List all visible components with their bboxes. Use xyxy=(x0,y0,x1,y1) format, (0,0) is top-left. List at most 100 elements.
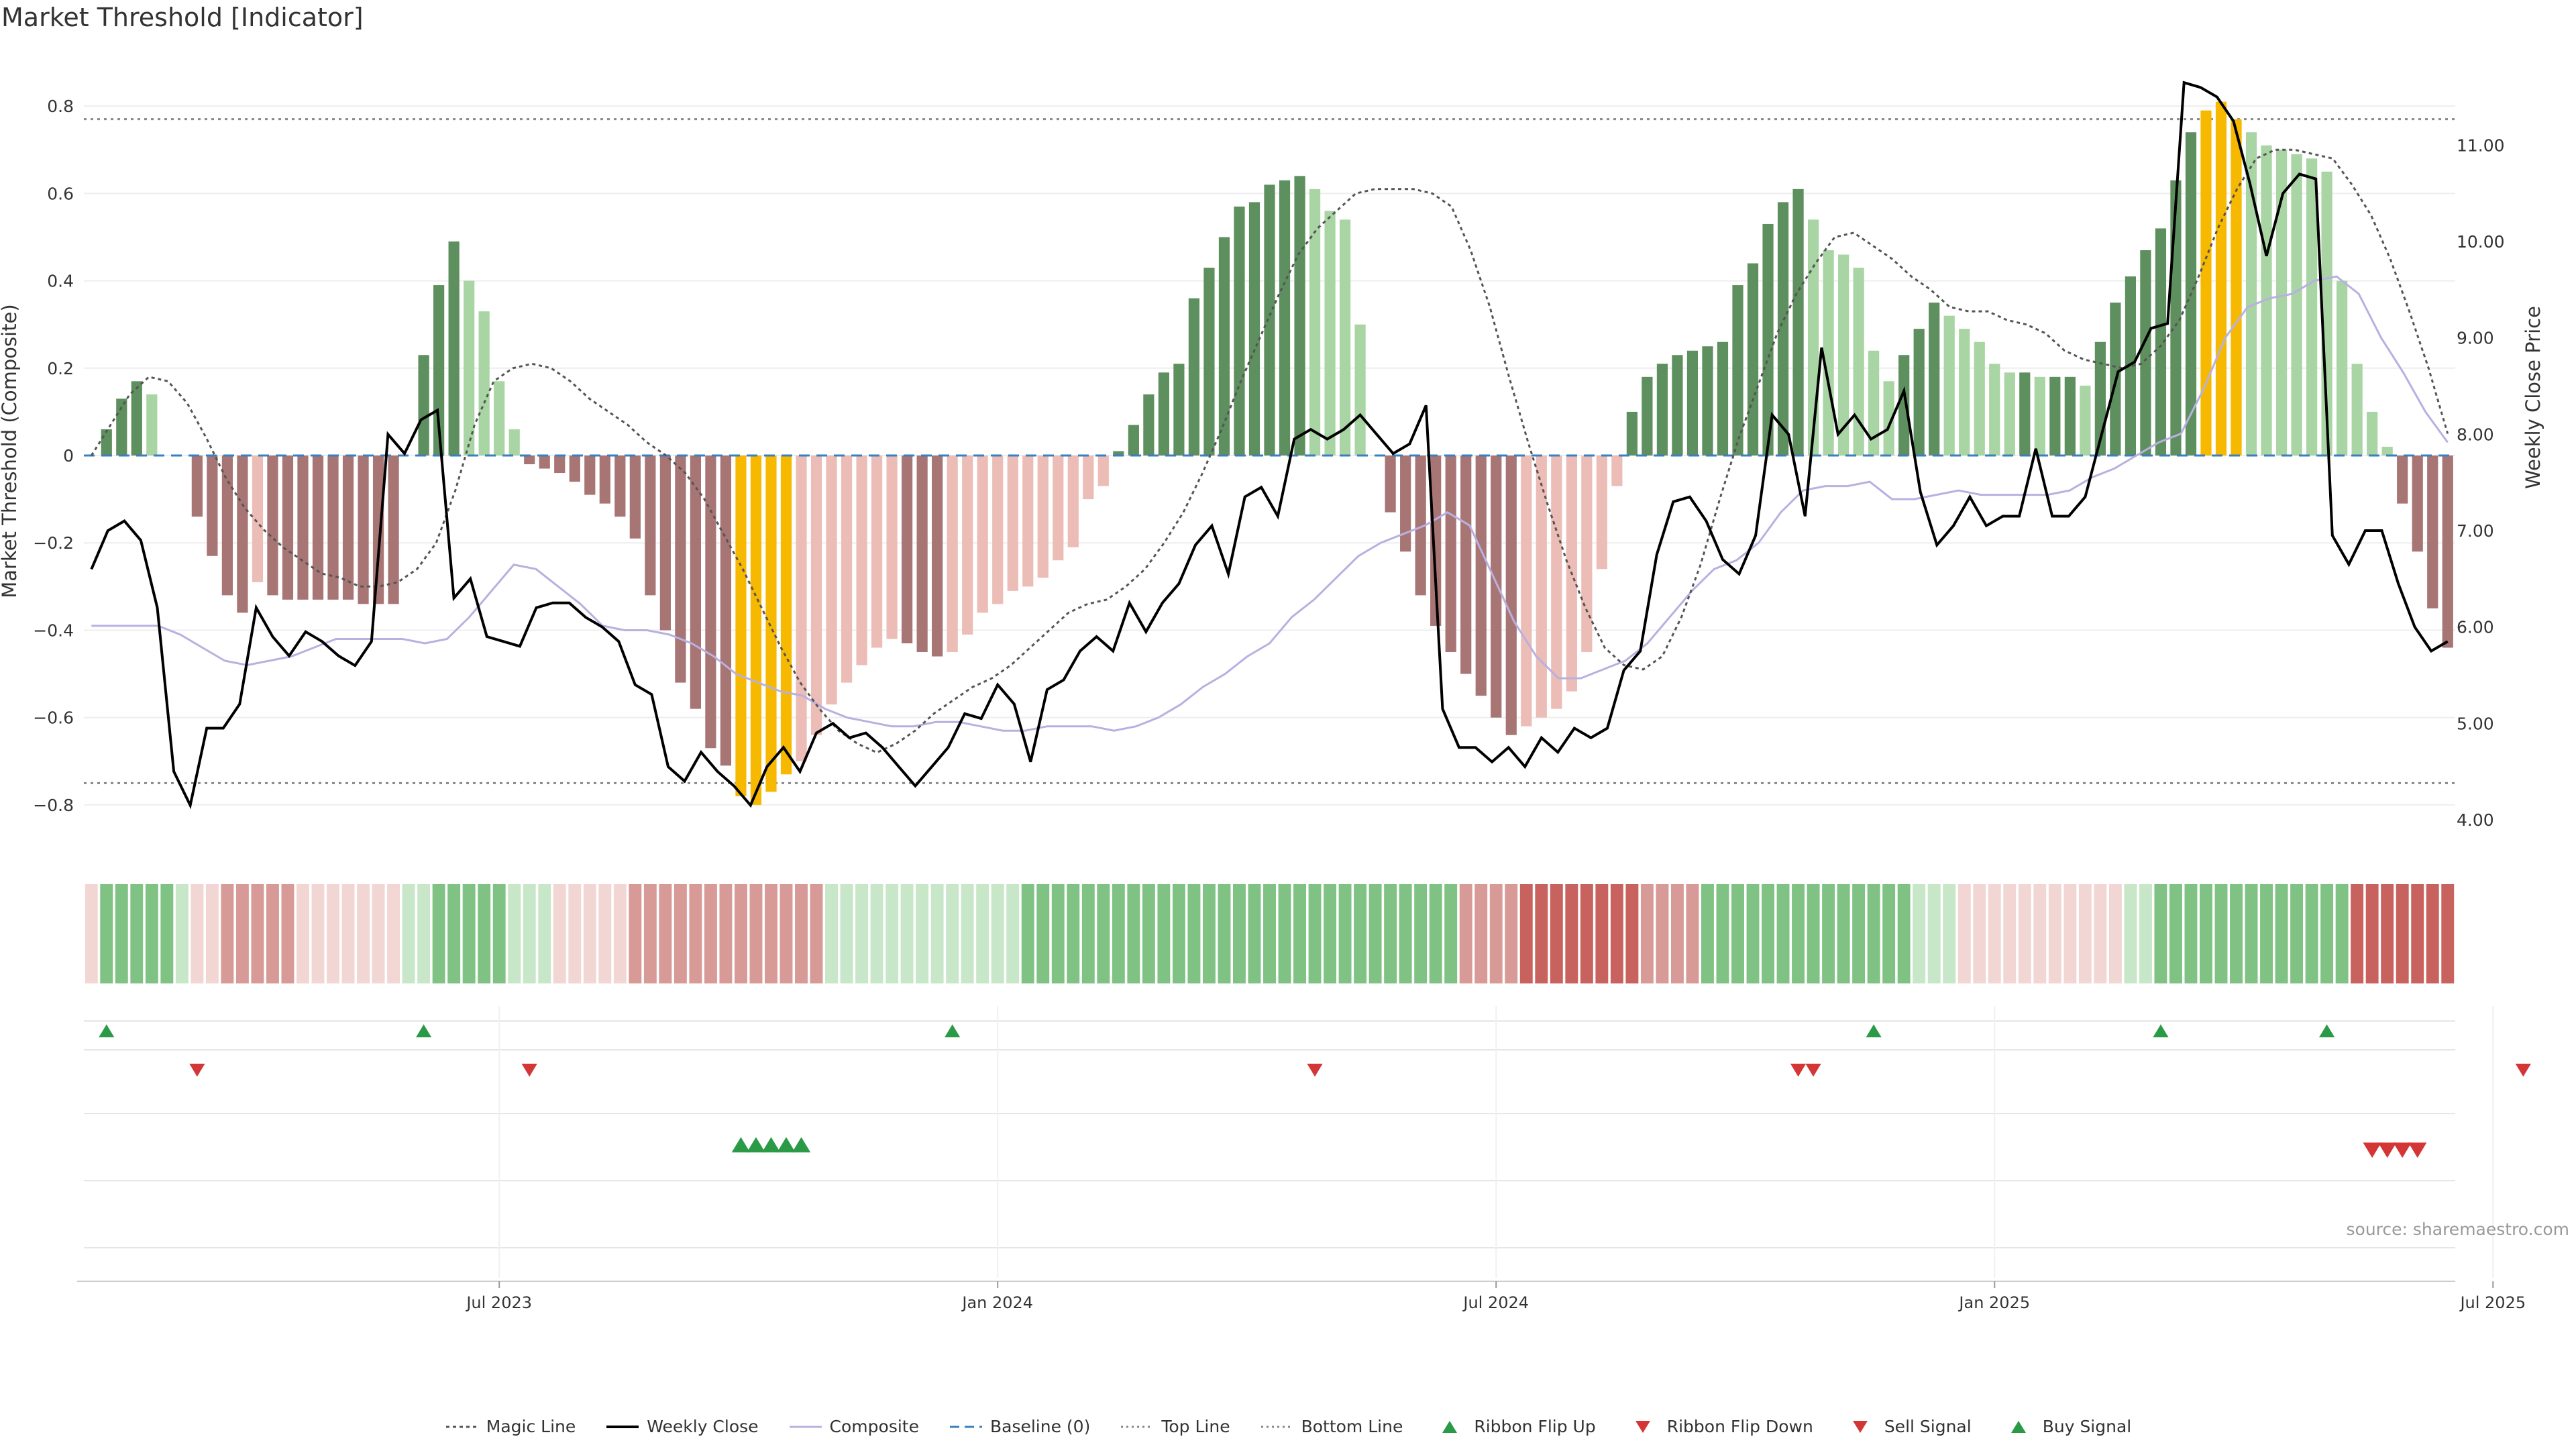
ribbon-cell xyxy=(1263,884,1276,983)
y-tick-label: 0.2 xyxy=(47,359,74,378)
legend-label: Top Line xyxy=(1161,1417,1230,1436)
ribbon-flip-down-marker xyxy=(1805,1063,1821,1077)
composite-bar xyxy=(1264,184,1275,456)
ribbon-cell xyxy=(991,884,1004,983)
ribbon-cell xyxy=(1157,884,1171,983)
ribbon-cell xyxy=(1429,884,1442,983)
ribbon-cell xyxy=(795,884,808,983)
ribbon-cell xyxy=(297,884,309,983)
composite-line xyxy=(91,275,2449,732)
ribbon-cell xyxy=(643,884,657,983)
composite-bar xyxy=(1475,455,1487,696)
ribbon-cell xyxy=(1384,884,1397,983)
ribbon-cell xyxy=(1807,884,1820,983)
ribbon-cell xyxy=(2351,884,2364,983)
ribbon-cell xyxy=(930,884,944,983)
x-tick-label: Jul 2024 xyxy=(1462,1293,1529,1312)
composite-bar xyxy=(2200,110,2212,456)
ribbon-cell xyxy=(1882,884,1896,983)
ribbon-cell xyxy=(1142,884,1155,983)
ribbon-cell xyxy=(689,884,702,983)
legend-label: Magic Line xyxy=(486,1417,576,1436)
ribbon-cell xyxy=(160,884,174,983)
triangle-up-icon xyxy=(2010,1420,2026,1433)
ribbon-cell xyxy=(1202,884,1216,983)
composite-bar xyxy=(1491,455,1502,718)
ribbon-cell xyxy=(2381,884,2394,983)
ribbon-cell xyxy=(2411,884,2424,983)
legend-label: Buy Signal xyxy=(2042,1417,2132,1436)
composite-bar xyxy=(1777,202,1789,456)
composite-bar xyxy=(1400,455,1411,552)
ribbon-cell xyxy=(1324,884,1337,983)
legend-item: Buy Signal xyxy=(2001,1417,2132,1436)
ribbon-cell xyxy=(1686,884,1699,983)
composite-bar xyxy=(2291,154,2302,456)
ribbon-cell xyxy=(674,884,687,983)
ribbon-cell xyxy=(1278,884,1291,983)
composite-bar xyxy=(1385,455,1396,513)
ribbon-cell xyxy=(432,884,445,983)
dotted-line-icon xyxy=(1121,1426,1154,1428)
composite-bar xyxy=(1037,455,1049,578)
ribbon-cell xyxy=(1867,884,1880,983)
composite-bar xyxy=(932,455,943,657)
composite-bar xyxy=(1415,455,1426,596)
ribbon-cell xyxy=(2108,884,2122,983)
ribbon-cell xyxy=(1670,884,1684,983)
magic-line xyxy=(91,148,2449,754)
composite-bar xyxy=(2004,372,2015,456)
ribbon-cell xyxy=(1021,884,1034,983)
composite-bar xyxy=(2306,158,2318,456)
composite-bar xyxy=(2125,276,2137,456)
composite-bar xyxy=(221,455,233,596)
composite-bar xyxy=(1007,455,1018,591)
ribbon-cell xyxy=(1731,884,1744,983)
ribbon-cell xyxy=(1248,884,1261,983)
composite-bar xyxy=(1022,455,1034,587)
triangle-up-icon xyxy=(1442,1420,1458,1433)
ribbon-flip-up-marker xyxy=(945,1024,961,1038)
composite-bar xyxy=(1083,455,1094,500)
composite-bar xyxy=(1339,219,1351,456)
ribbon-cell xyxy=(2200,884,2212,983)
ribbon-cell xyxy=(719,884,733,983)
solid-line-icon xyxy=(606,1425,639,1428)
composite-bar xyxy=(464,280,475,456)
composite-bar xyxy=(886,455,898,639)
legend-label: Weekly Close xyxy=(647,1417,759,1436)
composite-bar xyxy=(494,381,505,456)
ribbon-cell xyxy=(191,884,204,983)
ribbon-cell xyxy=(1474,884,1488,983)
ribbon-cell xyxy=(1580,884,1593,983)
ribbon-flip-up-marker xyxy=(2153,1024,2169,1038)
ribbon-cell xyxy=(387,884,400,983)
x-axis: Jul 2023 Jan 2024 Jul 2024 Jan 2025 Jul 2025 xyxy=(77,1281,2526,1312)
composite-bar xyxy=(1445,455,1456,653)
ribbon-cell xyxy=(2048,884,2061,983)
ribbon-cell xyxy=(1762,884,1774,983)
ribbon-cell xyxy=(2124,884,2137,983)
ribbon-cell xyxy=(85,884,98,983)
y-tick-label: −0.2 xyxy=(33,533,74,553)
composite-bar xyxy=(856,455,867,665)
ribbon-cell xyxy=(1776,884,1790,983)
ribbon-cell xyxy=(1897,884,1911,983)
ribbon-flip-up-marker xyxy=(99,1024,115,1038)
ribbon-cell xyxy=(2396,884,2409,983)
ribbon-cell xyxy=(205,884,219,983)
buy-signal-marker xyxy=(761,1137,781,1152)
composite-bar xyxy=(1113,451,1124,456)
ribbon-cell xyxy=(2214,884,2228,983)
composite-bar xyxy=(902,455,913,643)
composite-bar xyxy=(1672,355,1683,456)
ribbon-cell xyxy=(1505,884,1518,983)
ribbon-cell xyxy=(1354,884,1367,983)
composite-bar xyxy=(1837,254,1849,456)
ribbon-cell xyxy=(810,884,823,983)
composite-bar xyxy=(1974,341,1985,456)
ribbon-cell xyxy=(523,884,536,983)
composite-bar xyxy=(388,455,399,604)
ribbon-cell xyxy=(2078,884,2092,983)
ribbon-cell xyxy=(765,884,777,983)
